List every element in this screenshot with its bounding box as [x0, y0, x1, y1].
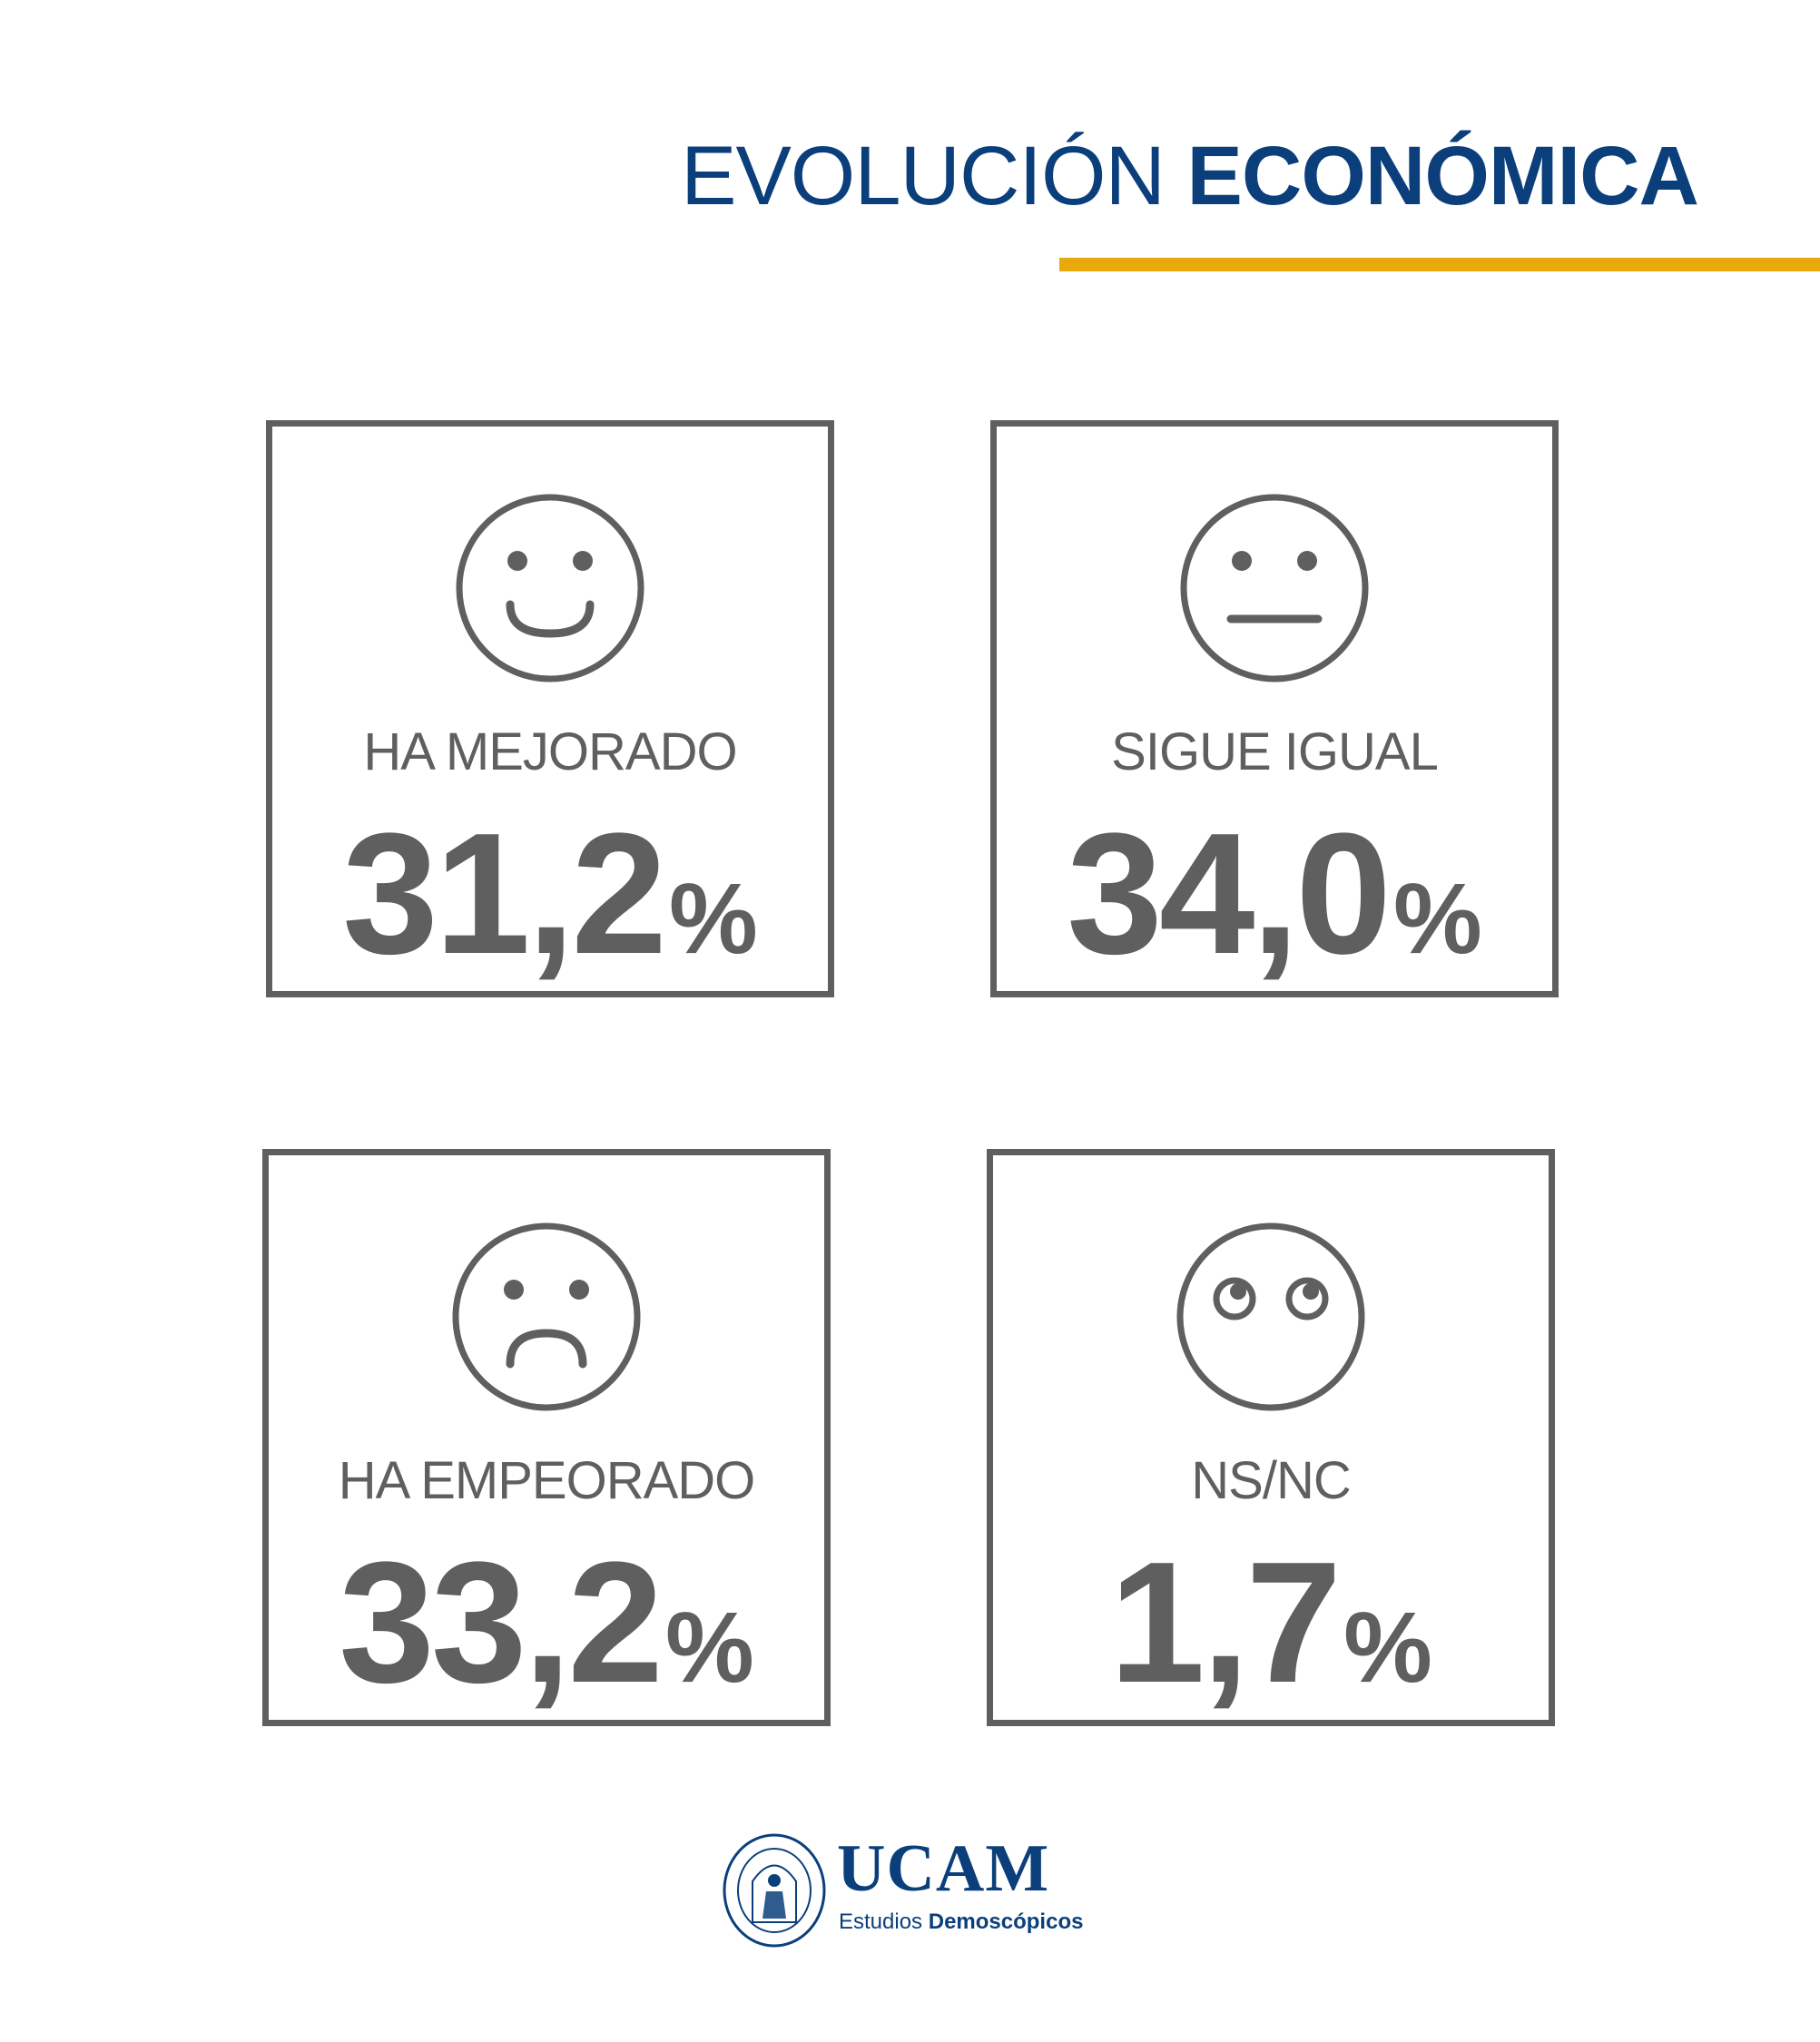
card-label: HA EMPEORADO — [338, 1451, 756, 1510]
card-label: SIGUE IGUAL — [1111, 722, 1439, 781]
card-ha-empeorado: HA EMPEORADO 33,2% — [262, 1149, 831, 1726]
brand-subtitle-bold: Demoscópicos — [928, 1909, 1084, 1934]
card-percentage: 34,0 — [1067, 798, 1392, 990]
percent-sign: % — [1343, 1592, 1432, 1703]
brand-subtitle-light: Estudios — [839, 1909, 923, 1934]
card-ha-mejorado: HA MEJORADO 31,2% — [266, 420, 834, 997]
card-label: NS/NC — [1191, 1451, 1351, 1510]
brand-subtitle: Estudios Demoscópicos — [839, 1911, 1083, 1933]
card-value: 1,7% — [993, 1536, 1549, 1709]
card-percentage: 31,2 — [342, 798, 667, 990]
frowning-face-icon — [452, 1222, 641, 1411]
card-sigue-igual: SIGUE IGUAL 34,0% — [990, 420, 1559, 997]
title-bold: ECONÓMICA — [1186, 130, 1699, 222]
page-title: EVOLUCIÓN ECONÓMICA — [681, 134, 1699, 218]
card-value: 33,2% — [269, 1536, 824, 1709]
percent-sign: % — [664, 1592, 754, 1703]
card-value: 31,2% — [272, 808, 828, 980]
smiling-face-icon — [456, 494, 644, 682]
card-percentage: 1,7 — [1109, 1527, 1342, 1719]
ucam-logo: UCAM Estudios Demoscópicos — [721, 1831, 1102, 1949]
university-seal-icon — [723, 1833, 826, 1948]
percent-sign: % — [668, 863, 758, 975]
neutral-face-icon — [1180, 494, 1369, 682]
brand-name: UCAM — [837, 1831, 1050, 1906]
title-light: EVOLUCIÓN — [681, 130, 1166, 222]
title-underline — [1059, 258, 1820, 271]
card-value: 34,0% — [997, 808, 1552, 980]
eyes-rolling-face-icon — [1176, 1222, 1365, 1411]
card-label: HA MEJORADO — [363, 722, 737, 781]
card-ns-nc: NS/NC 1,7% — [987, 1149, 1555, 1726]
card-percentage: 33,2 — [339, 1527, 664, 1719]
percent-sign: % — [1392, 863, 1482, 975]
